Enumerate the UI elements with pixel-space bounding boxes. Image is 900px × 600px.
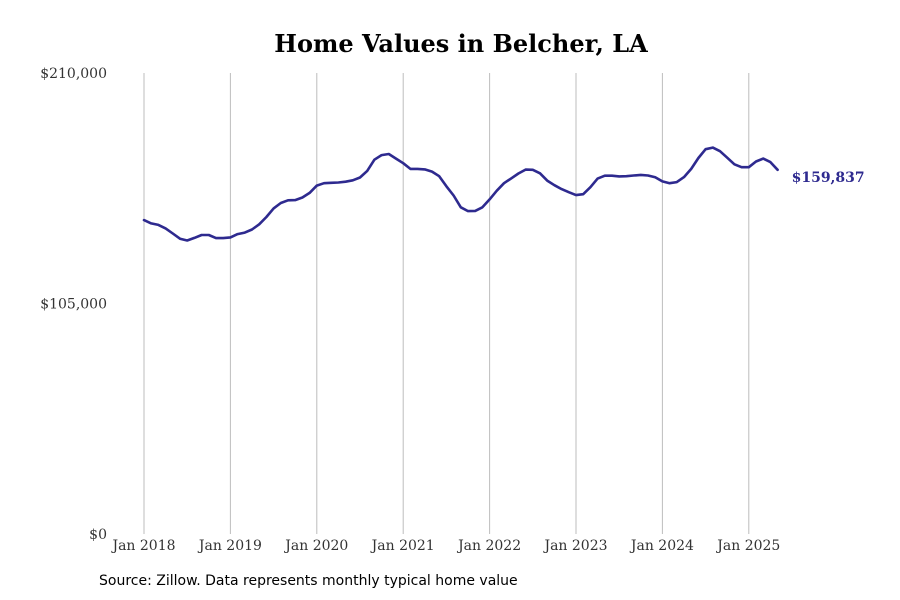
y-tick-label: $105,000 [40,297,107,313]
series-line-home-value [142,146,779,242]
x-tick-label: Jan 2025 [715,538,780,554]
line-chart: Home Values in Belcher, LA $0 $105,000 $21… [40,29,865,554]
x-tick-label: Jan 2024 [629,538,694,554]
y-tick-label: $210,000 [40,66,107,82]
gridlines [143,73,750,534]
y-axis-ticks: $0 $105,000 $210,000 [40,66,107,543]
end-value-label: $159,837 [792,170,865,186]
x-tick-label: Jan 2023 [542,538,607,554]
x-tick-label: Jan 2019 [197,538,262,554]
x-axis-ticks: Jan 2018 Jan 2019 Jan 2020 Jan 2021 Jan 2022… [110,538,780,554]
x-tick-label: Jan 2021 [370,538,435,554]
x-tick-label: Jan 2022 [456,538,521,554]
x-tick-label: Jan 2018 [110,538,175,554]
x-tick-label: Jan 2020 [283,538,348,554]
source-note: Source: Zillow. Data represents monthly … [99,573,518,589]
y-tick-label: $0 [89,527,107,543]
chart-title: Home Values in Belcher, LA [274,29,648,58]
